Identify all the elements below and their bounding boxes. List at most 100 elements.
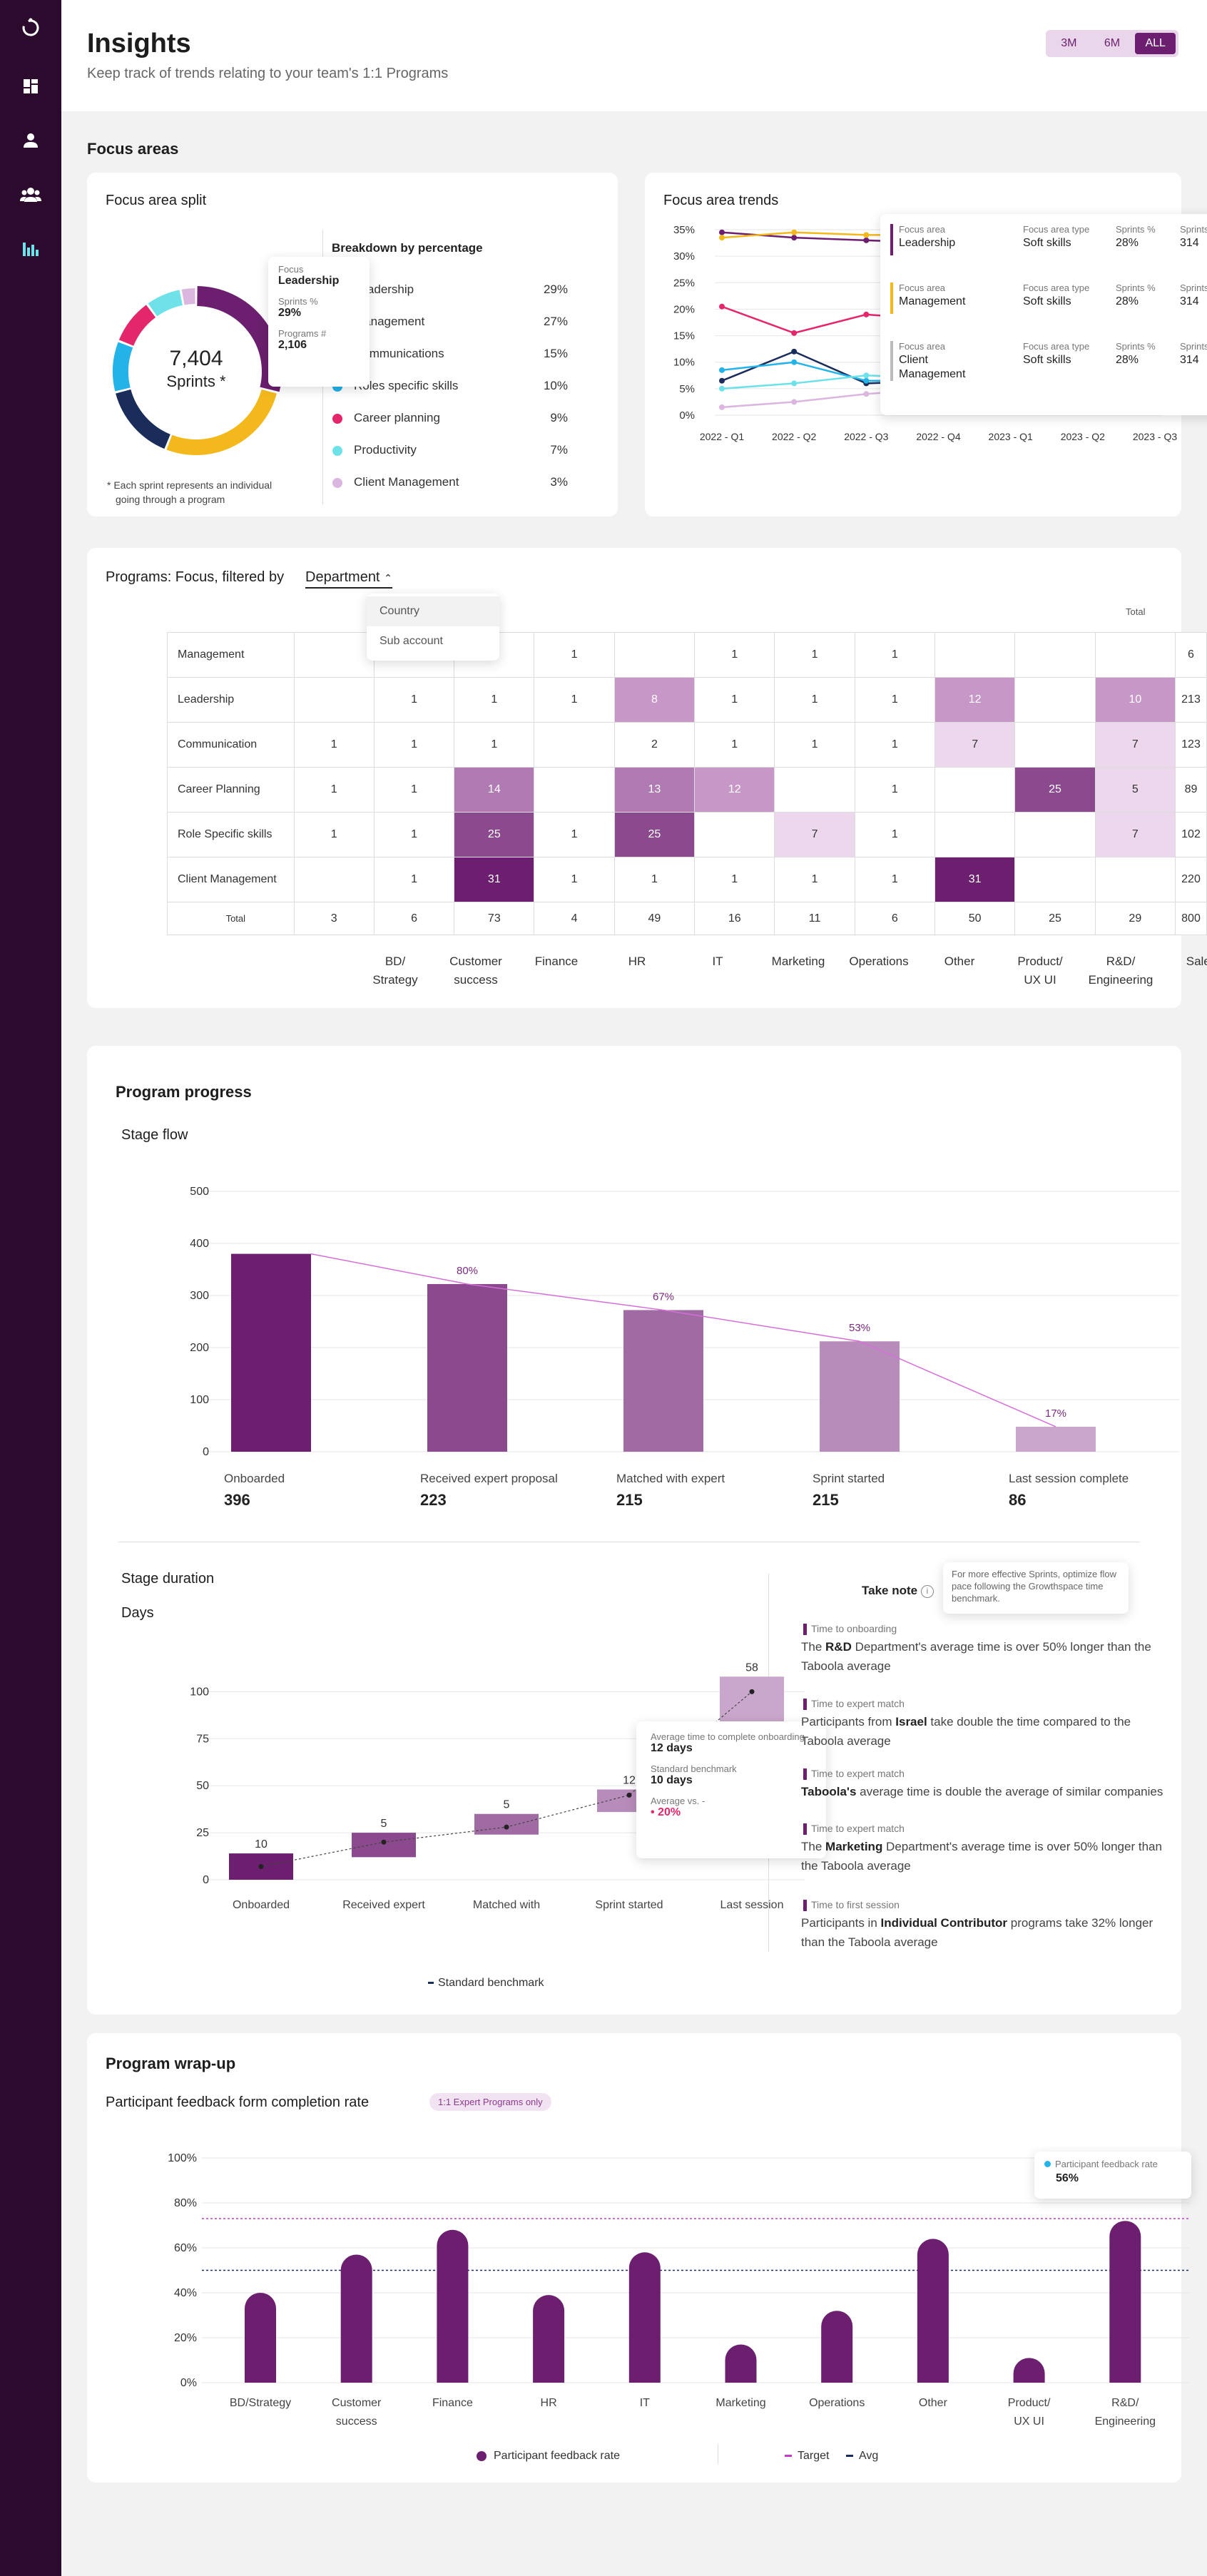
info-icon[interactable]: i: [920, 1584, 934, 1598]
heatmap-cell[interactable]: [613, 632, 696, 678]
heatmap-cell[interactable]: [934, 632, 1016, 678]
team-icon[interactable]: [19, 183, 43, 207]
heatmap-cell[interactable]: 1: [293, 767, 375, 813]
legend-sprints-label: Sprints %: [1116, 224, 1156, 235]
heatmap-cell[interactable]: 1: [373, 722, 455, 768]
heatmap-cell[interactable]: 1: [293, 722, 375, 768]
page-title: Insights: [87, 29, 191, 58]
flow-category-label: Matched with expert: [616, 1472, 725, 1485]
heatmap-cell[interactable]: 1: [373, 812, 455, 857]
heatmap-cell[interactable]: 1: [854, 767, 936, 813]
heatmap-cell[interactable]: 1: [854, 857, 936, 902]
heatmap-cell[interactable]: 1: [774, 857, 855, 902]
heatmap-cell[interactable]: 1: [774, 722, 855, 768]
heatmap-cell[interactable]: 1: [854, 677, 936, 723]
heatmap-cell[interactable]: 1: [694, 857, 775, 902]
heatmap-cell[interactable]: 25: [613, 812, 696, 857]
heatmap-cell[interactable]: [934, 812, 1016, 857]
tooltip-programs-label: Programs #: [278, 328, 327, 339]
legend-sprints-label: Sprints %: [1116, 341, 1156, 352]
trend-x-tick: 2022 - Q4: [916, 431, 960, 442]
legend-type-label: Focus area type: [1023, 224, 1090, 235]
legend-sprints-value: 28%: [1116, 295, 1139, 307]
breakdown-row[interactable]: Client Management 3%: [332, 474, 568, 492]
heatmap-cell[interactable]: 1: [854, 812, 936, 857]
heatmap-cell[interactable]: 14: [454, 767, 535, 813]
heatmap-cell[interactable]: 1: [454, 722, 535, 768]
heatmap-cell[interactable]: [1014, 857, 1096, 902]
heatmap-cell[interactable]: 8: [613, 677, 696, 723]
breakdown-row[interactable]: Productivity 7%: [332, 442, 568, 459]
heatmap-cell[interactable]: [934, 767, 1016, 813]
heatmap-cell[interactable]: 13: [613, 767, 696, 813]
heatmap-cell[interactable]: 1: [534, 857, 615, 902]
heatmap-cell[interactable]: [1094, 632, 1176, 678]
heatmap-cell[interactable]: 1: [534, 812, 615, 857]
heatmap-cell[interactable]: [1014, 632, 1096, 678]
legend-type-value: Soft skills: [1023, 354, 1071, 366]
heatmap-cell[interactable]: 1: [774, 632, 855, 678]
heatmap-cell[interactable]: 2: [613, 722, 696, 768]
heatmap-cell[interactable]: 1: [373, 857, 455, 902]
heatmap-cell[interactable]: [774, 767, 855, 813]
note-category: Time to expert match: [803, 1698, 905, 1710]
heatmap-cell[interactable]: [1014, 722, 1096, 768]
tooltip-benchmark-value: 10 days: [651, 1774, 693, 1786]
user-icon[interactable]: [19, 128, 43, 153]
heatmap-cell[interactable]: [1014, 677, 1096, 723]
logo-icon[interactable]: [19, 16, 43, 40]
heatmap-cell[interactable]: 1: [774, 677, 855, 723]
heatmap-cell[interactable]: 7: [774, 812, 855, 857]
filter-6m-button[interactable]: 6M: [1104, 37, 1121, 49]
heatmap-cell[interactable]: 1: [373, 767, 455, 813]
heatmap-cell[interactable]: 1: [694, 632, 775, 678]
department-dropdown[interactable]: Department ⌃: [305, 569, 392, 589]
heatmap-cell[interactable]: [293, 677, 375, 723]
heatmap-column-total: 6: [854, 902, 936, 935]
heatmap-cell[interactable]: 1: [534, 677, 615, 723]
heatmap-cell[interactable]: [293, 632, 375, 678]
heatmap-cell[interactable]: 1: [854, 722, 936, 768]
heatmap-cell[interactable]: 1: [694, 677, 775, 723]
chart-icon[interactable]: [19, 237, 43, 261]
dashboard-icon[interactable]: [19, 74, 43, 98]
heatmap-cell[interactable]: 7: [1094, 722, 1176, 768]
heatmap-cell[interactable]: 1: [373, 677, 455, 723]
heatmap-cell[interactable]: 1: [534, 632, 615, 678]
heatmap-cell[interactable]: 10: [1094, 677, 1176, 723]
heatmap-cell[interactable]: 12: [934, 677, 1016, 723]
heatmap-cell[interactable]: [293, 857, 375, 902]
heatmap-cell[interactable]: [1094, 857, 1176, 902]
heatmap-cell[interactable]: 31: [934, 857, 1016, 902]
note-text-post: take double the time compared to the Tab…: [801, 1715, 1131, 1748]
heatmap-cell[interactable]: 7: [934, 722, 1016, 768]
heatmap-cell[interactable]: [694, 812, 775, 857]
heatmap-cell[interactable]: 7: [1094, 812, 1176, 857]
feedback-legend-rate: Participant feedback rate: [477, 2450, 620, 2463]
heatmap-cell[interactable]: 25: [454, 812, 535, 857]
dropdown-option-sub-account[interactable]: Sub account: [380, 635, 443, 647]
heatmap-cell[interactable]: 25: [1014, 767, 1096, 813]
filter-all-button[interactable]: ALL: [1135, 33, 1176, 54]
heatmap-cell[interactable]: 1: [454, 677, 535, 723]
dropdown-option-country[interactable]: Country: [367, 596, 499, 626]
heatmap-cell[interactable]: 1: [694, 722, 775, 768]
filter-3m-button[interactable]: 3M: [1061, 37, 1077, 49]
heatmap-cell[interactable]: 31: [454, 857, 535, 902]
heatmap-cell[interactable]: 1: [613, 857, 696, 902]
heatmap-cell[interactable]: 1: [854, 632, 936, 678]
heatmap-cell[interactable]: 12: [694, 767, 775, 813]
heatmap-cell[interactable]: [534, 722, 615, 768]
stage-flow-chart: 500 400 300 200 100 0 80% 67% 53% 17% Onboarded 396…: [190, 1186, 1179, 1509]
heatmap-cell[interactable]: 1: [293, 812, 375, 857]
heatmap-cell[interactable]: 5: [1094, 767, 1176, 813]
trend-point: [863, 372, 870, 379]
heatmap-cell[interactable]: [534, 767, 615, 813]
legend-sprints-value: 28%: [1116, 354, 1139, 366]
breakdown-row[interactable]: Career planning 9%: [332, 410, 568, 427]
legend-type-label: Focus area type: [1023, 282, 1090, 293]
department-label-2: Engineering: [1088, 973, 1153, 987]
flow-value-label: 396: [224, 1491, 250, 1509]
legend-programs-label: Sprints #: [1180, 224, 1207, 235]
heatmap-cell[interactable]: [1014, 812, 1096, 857]
